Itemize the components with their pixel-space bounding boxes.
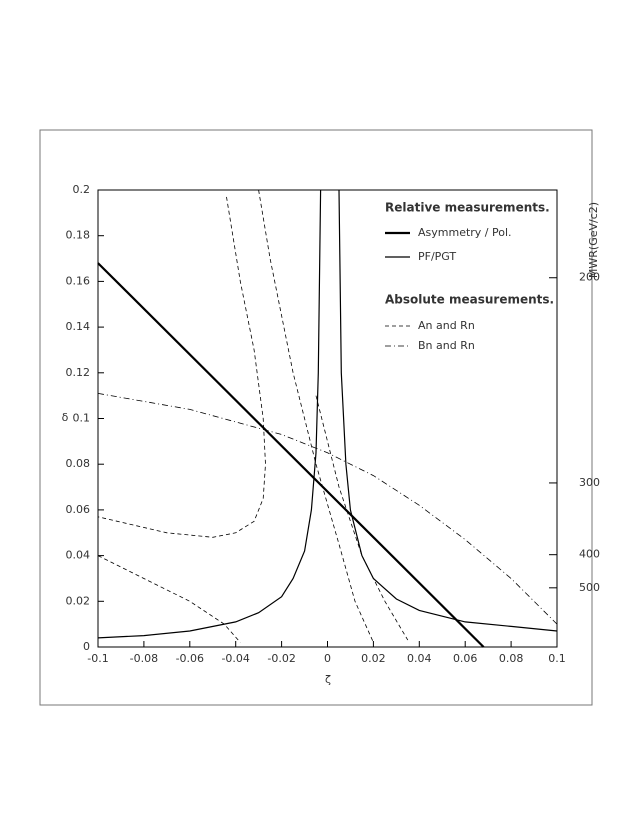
y2-tick-label: 200 <box>579 271 600 284</box>
x-tick-label: 0.1 <box>548 652 566 665</box>
series-line <box>258 189 374 643</box>
x-tick-label: -0.04 <box>221 652 249 665</box>
legend-group: Relative measurements. <box>385 201 550 215</box>
x-tick-label: -0.06 <box>176 652 204 665</box>
series-line <box>97 196 266 538</box>
y-tick-label: 0.16 <box>66 274 91 287</box>
legend-label: Asymmetry / Pol. <box>418 226 512 239</box>
y2-tick-label: 300 <box>579 476 600 489</box>
series-line <box>97 189 322 639</box>
y-tick-label: 0.2 <box>73 183 91 196</box>
y2-axis-label: MWR(GeV/c2) <box>587 202 600 278</box>
y-axis-label: δ <box>62 411 69 424</box>
series-line <box>97 555 241 643</box>
y-tick-label: 0.1 <box>73 412 91 425</box>
x-tick-label: -0.1 <box>87 652 108 665</box>
y-tick-label: 0.02 <box>66 594 91 607</box>
y-tick-label: 0.12 <box>66 366 91 379</box>
y-tick-label: 0.04 <box>66 549 91 562</box>
x-tick-label: -0.08 <box>130 652 158 665</box>
series-line <box>315 395 409 641</box>
plot-area <box>97 189 558 648</box>
y-tick-label: 0.08 <box>66 457 91 470</box>
y2-tick-label: 500 <box>579 581 600 594</box>
series-line <box>97 393 558 625</box>
x-tick-label: 0 <box>324 652 331 665</box>
x-tick-label: 0.04 <box>407 652 432 665</box>
legend-label: An and Rn <box>418 319 475 332</box>
frame <box>39 129 593 706</box>
x-axis-label: ζ <box>325 673 331 686</box>
legend-label: Bn and Rn <box>418 339 475 352</box>
y-tick-label: 0 <box>83 640 90 653</box>
y-tick-label: 0.06 <box>66 503 91 516</box>
legend-label: PF/PGT <box>418 250 456 263</box>
x-tick-label: 0.08 <box>499 652 524 665</box>
legend-group: Absolute measurements. <box>385 293 554 307</box>
y-tick-label: 0.18 <box>66 229 91 242</box>
x-tick-label: -0.02 <box>267 652 295 665</box>
y2-tick-label: 400 <box>579 548 600 561</box>
series-line <box>97 262 485 648</box>
y-tick-label: 0.14 <box>66 320 91 333</box>
x-tick-label: 0.02 <box>361 652 386 665</box>
x-tick-label: 0.06 <box>453 652 478 665</box>
